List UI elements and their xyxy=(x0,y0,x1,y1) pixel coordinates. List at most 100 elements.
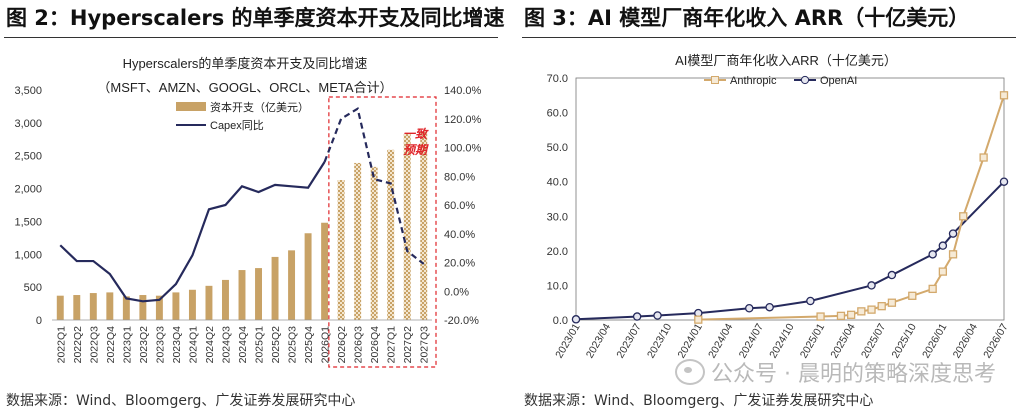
plot-frame xyxy=(575,77,1005,321)
capex-chart: Hyperscalers的单季度资本开支及同比增速 （MSFT、AMZN、GOOG… xyxy=(14,56,482,368)
openai-point xyxy=(653,311,662,320)
anthropic-point xyxy=(877,302,886,311)
anthropic-point xyxy=(959,212,968,221)
x-tick-label: 2026Q1 xyxy=(320,326,332,364)
openai-point xyxy=(938,241,948,250)
right-figure-title: 图 3：AI 模型厂商年化收入 ARR（十亿美元） xyxy=(524,6,970,30)
x-tick-label: 2023/10 xyxy=(645,321,674,360)
openai-point xyxy=(887,270,897,280)
y-tick-label: 0.0 xyxy=(553,315,568,327)
x-tick-label: 2024Q1 xyxy=(187,326,199,364)
anthropic-point xyxy=(887,298,897,307)
x-tick-label: 2026/07 xyxy=(981,321,1010,360)
x-tick-label: 2027Q3 xyxy=(419,326,431,364)
forecast-bar xyxy=(354,162,362,320)
x-tick-label: 2027Q1 xyxy=(386,326,398,364)
y-right-tick-label: 20.0% xyxy=(444,258,475,270)
openai-point xyxy=(632,312,642,321)
y-tick-label: 40.0 xyxy=(547,177,568,189)
anthropic-point xyxy=(846,310,856,319)
y-left-tick-label: 2,000 xyxy=(14,184,42,196)
x-tick-label: 2023/01 xyxy=(553,321,582,360)
y-tick-label: 30.0 xyxy=(547,211,568,223)
y-left-tick-label: 0 xyxy=(36,315,42,327)
wechat-icon xyxy=(675,359,706,385)
openai-point xyxy=(744,303,754,313)
x-tick-label: 2025Q1 xyxy=(254,326,266,364)
capex-bar xyxy=(89,293,97,320)
x-tick-label: 2023/07 xyxy=(614,321,643,360)
y-tick-label: 20.0 xyxy=(547,246,568,258)
anthropic-point xyxy=(694,315,703,324)
y-right-tick-label: 0.0% xyxy=(444,286,469,298)
anthropic-point xyxy=(816,312,825,321)
x-tick-label: 2025Q3 xyxy=(287,326,299,364)
anthropic-point xyxy=(938,267,948,276)
y-tick-label: 10.0 xyxy=(547,280,568,292)
anthropic-point xyxy=(928,284,937,294)
x-tick-label: 2024/04 xyxy=(706,321,735,360)
x-tick-label: 2026Q2 xyxy=(336,326,348,364)
capex-yoy-line xyxy=(59,161,326,303)
capex-bar xyxy=(222,279,229,320)
x-tick-label: 2024Q4 xyxy=(237,326,249,364)
y-right-tick-label: -20.0% xyxy=(444,315,479,327)
capex-bar xyxy=(321,222,329,320)
capex-bar xyxy=(238,270,246,320)
y-right-tick-label: 40.0% xyxy=(444,229,475,241)
y-tick-label: 60.0 xyxy=(547,108,568,120)
y-left-tick-label: 1,000 xyxy=(14,249,42,261)
x-tick-label: 2024/07 xyxy=(737,321,766,360)
legend-label-capex: 资本开支（亿美元） xyxy=(210,100,309,114)
x-tick-label: 2023Q3 xyxy=(154,326,166,364)
x-tick-label: 2022Q2 xyxy=(72,326,84,364)
x-tick-label: 2025/07 xyxy=(859,321,888,360)
legend-label-openai: OpenAI xyxy=(820,75,857,87)
anthropic-point xyxy=(836,311,846,321)
y-left-tick-label: 1,500 xyxy=(14,216,42,228)
x-tick-label: 2023/04 xyxy=(584,321,613,360)
y-tick-label: 50.0 xyxy=(547,142,568,154)
capex-bar xyxy=(188,289,196,320)
capex-bar xyxy=(304,233,312,320)
capex-bar xyxy=(106,292,114,320)
x-tick-label: 2025Q4 xyxy=(303,326,315,364)
forecast-annotation-line2: 预期 xyxy=(403,143,429,157)
y-left-tick-label: 2,500 xyxy=(14,151,42,163)
capex-yoy-forecast-line xyxy=(323,106,425,265)
forecast-bar xyxy=(370,166,378,320)
watermark-text: 公众号 · 晨明的策略深度思考 xyxy=(711,362,996,387)
legend-label-anthropic: Anthropic xyxy=(730,75,777,87)
x-tick-label: 2022Q1 xyxy=(55,326,67,364)
y-right-tick-label: 120.0% xyxy=(444,114,482,126)
anthropic-point xyxy=(857,307,866,316)
capex-bar xyxy=(122,296,130,320)
capex-bar xyxy=(139,295,147,320)
capex-bar xyxy=(205,285,213,320)
x-tick-label: 2025/01 xyxy=(798,321,827,360)
legend-marker-openai xyxy=(800,75,810,85)
chart-subtitle: （MSFT、AMZN、GOOGL、ORCL、META合计） xyxy=(97,80,392,95)
right-source-note: 数据来源：Wind、Bloomgerg、广发证券发展研究中心 xyxy=(524,393,874,409)
arr-chart: AI模型厂商年化收入ARR（十亿美元） 0.0 10.0 20.0 30.0 40.0 50… xyxy=(547,53,1011,360)
x-tick-label: 2026/04 xyxy=(951,321,980,360)
x-tick-label: 2024/01 xyxy=(676,321,705,360)
forecast-bar xyxy=(337,180,345,320)
x-tick-label: 2025/10 xyxy=(890,321,919,360)
x-tick-label: 2022Q3 xyxy=(88,326,100,364)
right-title-rule xyxy=(522,37,1016,38)
openai-point xyxy=(867,281,876,290)
x-tick-label: 2022Q4 xyxy=(105,326,117,364)
x-tick-label: 2024/10 xyxy=(767,321,796,360)
chart-title: AI模型厂商年化收入ARR（十亿美元） xyxy=(675,53,897,68)
anthropic-point xyxy=(999,91,1009,100)
legend-marker-anthropic xyxy=(711,76,719,84)
x-tick-label: 2023Q1 xyxy=(121,326,133,364)
anthropic-point xyxy=(979,153,988,162)
x-tick-label: 2023Q4 xyxy=(171,326,183,364)
y-right-tick-label: 80.0% xyxy=(444,171,475,183)
capex-bar xyxy=(255,268,262,320)
y-left-tick-label: 3,000 xyxy=(14,118,42,130)
x-tick-label: 2025/04 xyxy=(828,321,857,360)
y-right-tick-label: 140.0% xyxy=(444,85,482,97)
